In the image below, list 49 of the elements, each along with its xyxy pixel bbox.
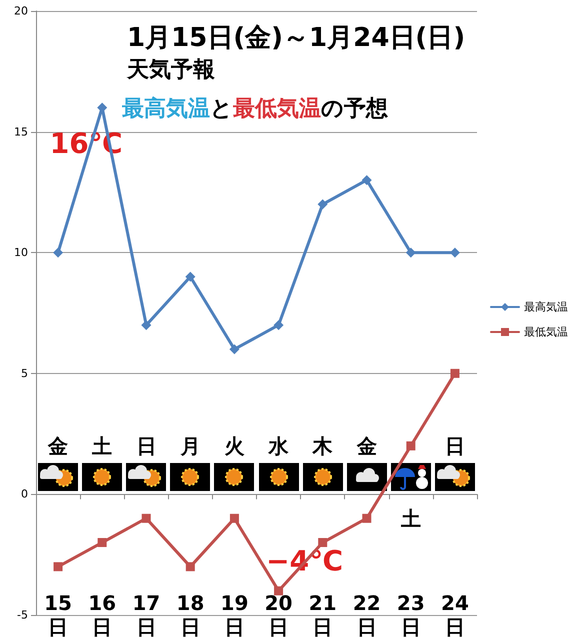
- point: [406, 441, 416, 450]
- y-tick-label: 5: [21, 366, 28, 380]
- x-tick-label: 24 日: [441, 591, 469, 639]
- point: [406, 248, 416, 258]
- point: [54, 562, 63, 572]
- legend-label: 最低気温: [524, 326, 568, 338]
- y-tick-label: -5: [17, 608, 28, 622]
- annotation: 木: [312, 434, 334, 458]
- point: [53, 248, 64, 258]
- point: [230, 514, 239, 523]
- x-tick-label: 18 日: [176, 591, 204, 639]
- point: [141, 320, 152, 330]
- point: [274, 586, 284, 596]
- annotation: 土: [400, 506, 421, 530]
- point: [450, 248, 460, 258]
- annotation: 金: [356, 434, 377, 458]
- point: [450, 368, 460, 378]
- text: 1月15日(金)～1月24日(日): [127, 23, 466, 53]
- annotation: 金: [47, 434, 68, 458]
- point: [98, 538, 107, 548]
- x-tick-label: 19 日: [220, 591, 248, 639]
- y-tick-label: 0: [21, 488, 28, 501]
- point: [274, 320, 284, 330]
- annotation: 火: [224, 434, 246, 458]
- annotation: 最高気温と最低気温の予想: [121, 96, 388, 122]
- point: [142, 514, 151, 523]
- x-tick-label: 21 日: [308, 591, 337, 639]
- annotation: 月: [179, 434, 200, 458]
- x-tick-label: 22 日: [352, 591, 381, 639]
- x-tick-label: 16 日: [88, 591, 116, 639]
- annotation: 日: [444, 434, 465, 458]
- y-tick-label: 10: [14, 246, 28, 260]
- x-tick-label: 23 日: [396, 591, 425, 639]
- annotation: 土: [91, 434, 112, 458]
- point: [362, 514, 372, 523]
- x-tick-label: 20 日: [264, 591, 292, 639]
- point: [186, 562, 195, 572]
- annotation: 水: [268, 434, 290, 458]
- x-tick-label: 17 日: [132, 591, 160, 639]
- text: 天気予報: [126, 58, 216, 82]
- legend-label: 最高気温: [524, 300, 568, 314]
- x-tick-label: 15 日: [44, 591, 72, 639]
- point: [229, 344, 240, 354]
- y-tick-label: 20: [14, 4, 28, 18]
- annotation: 日: [136, 434, 156, 458]
- point: [185, 272, 196, 282]
- y-tick-label: 15: [14, 125, 28, 138]
- point: [362, 175, 372, 186]
- point: [318, 199, 328, 210]
